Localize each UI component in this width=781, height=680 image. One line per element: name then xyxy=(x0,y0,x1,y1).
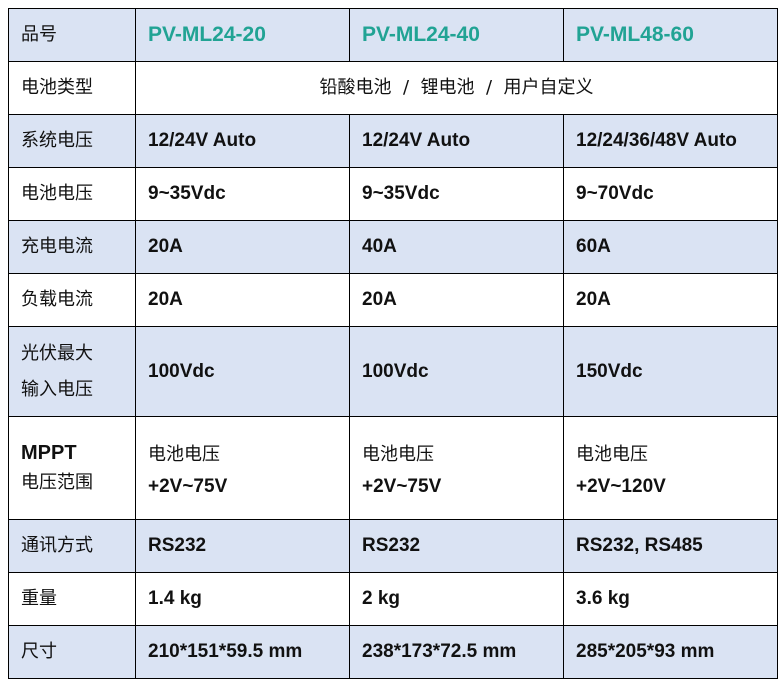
table-row: 通讯方式 RS232 RS232 RS232, RS485 xyxy=(8,519,778,573)
label-line: 电压范围 xyxy=(21,472,93,493)
cell: 3.6 kg xyxy=(563,572,778,626)
cell: 12/24V Auto xyxy=(349,114,564,168)
cell: 285*205*93 mm xyxy=(563,625,778,679)
pv-row: 光伏最大 输入电压 100Vdc 100Vdc 150Vdc xyxy=(8,326,778,417)
cell-value: +2V~75V xyxy=(362,476,442,497)
row-label: 光伏最大 输入电压 xyxy=(8,326,136,417)
cell: 9~35Vdc xyxy=(349,167,564,221)
cell: RS232 xyxy=(135,519,350,573)
table-row: 电池电压 9~35Vdc 9~35Vdc 9~70Vdc xyxy=(8,167,778,221)
row-label: 重量 xyxy=(8,572,136,626)
cell: 12/24/36/48V Auto xyxy=(563,114,778,168)
row-label: 电池电压 xyxy=(8,167,136,221)
model-3: PV-ML48-60 xyxy=(563,8,778,62)
row-label: 负载电流 xyxy=(8,273,136,327)
cell: 2 kg xyxy=(349,572,564,626)
row-label: MPPT 电压范围 xyxy=(8,416,136,520)
cell: 电池电压 +2V~120V xyxy=(563,416,778,520)
row-label: 系统电压 xyxy=(8,114,136,168)
header-row: 品号 PV-ML24-20 PV-ML24-40 PV-ML48-60 xyxy=(8,8,778,62)
label-line: MPPT xyxy=(21,442,77,464)
cell: 12/24V Auto xyxy=(135,114,350,168)
cell: RS232 xyxy=(349,519,564,573)
cell: 210*151*59.5 mm xyxy=(135,625,350,679)
cell: 238*173*72.5 mm xyxy=(349,625,564,679)
cell-value: +2V~75V xyxy=(148,476,228,497)
cell: 20A xyxy=(349,273,564,327)
cell-prefix: 电池电压 xyxy=(576,444,648,465)
cell: 150Vdc xyxy=(563,326,778,417)
cell: 40A xyxy=(349,220,564,274)
cell: 100Vdc xyxy=(349,326,564,417)
cell: 1.4 kg xyxy=(135,572,350,626)
cell: 9~35Vdc xyxy=(135,167,350,221)
cell: 9~70Vdc xyxy=(563,167,778,221)
cell: 20A xyxy=(135,273,350,327)
row-label: 充电电流 xyxy=(8,220,136,274)
table-row: 尺寸 210*151*59.5 mm 238*173*72.5 mm 285*2… xyxy=(8,625,778,679)
cell-prefix: 电池电压 xyxy=(362,444,434,465)
table-row: 重量 1.4 kg 2 kg 3.6 kg xyxy=(8,572,778,626)
table-row: 充电电流 20A 40A 60A xyxy=(8,220,778,274)
model-2: PV-ML24-40 xyxy=(349,8,564,62)
battery-type-value: 铅酸电池 / 锂电池 / 用户自定义 xyxy=(135,61,778,115)
cell: 60A xyxy=(563,220,778,274)
battery-type-row: 电池类型 铅酸电池 / 锂电池 / 用户自定义 xyxy=(8,61,778,115)
mppt-row: MPPT 电压范围 电池电压 +2V~75V 电池电压 +2V~75V 电池电压 +2… xyxy=(8,416,778,520)
label-line: 输入电压 xyxy=(21,378,93,400)
cell: 电池电压 +2V~75V xyxy=(349,416,564,520)
model-1: PV-ML24-20 xyxy=(135,8,350,62)
cell: 20A xyxy=(563,273,778,327)
row-label: 通讯方式 xyxy=(8,519,136,573)
cell: 100Vdc xyxy=(135,326,350,417)
row-label: 尺寸 xyxy=(8,625,136,679)
label-line: 光伏最大 xyxy=(21,342,93,364)
header-label: 品号 xyxy=(8,8,136,62)
cell-value: +2V~120V xyxy=(576,476,666,497)
cell: RS232, RS485 xyxy=(563,519,778,573)
spec-table: 品号 PV-ML24-20 PV-ML24-40 PV-ML48-60 电池类型… xyxy=(8,8,778,679)
row-label: 电池类型 xyxy=(8,61,136,115)
table-row: 负载电流 20A 20A 20A xyxy=(8,273,778,327)
cell: 电池电压 +2V~75V xyxy=(135,416,350,520)
table-row: 系统电压 12/24V Auto 12/24V Auto 12/24/36/48… xyxy=(8,114,778,168)
cell: 20A xyxy=(135,220,350,274)
cell-prefix: 电池电压 xyxy=(148,444,220,465)
